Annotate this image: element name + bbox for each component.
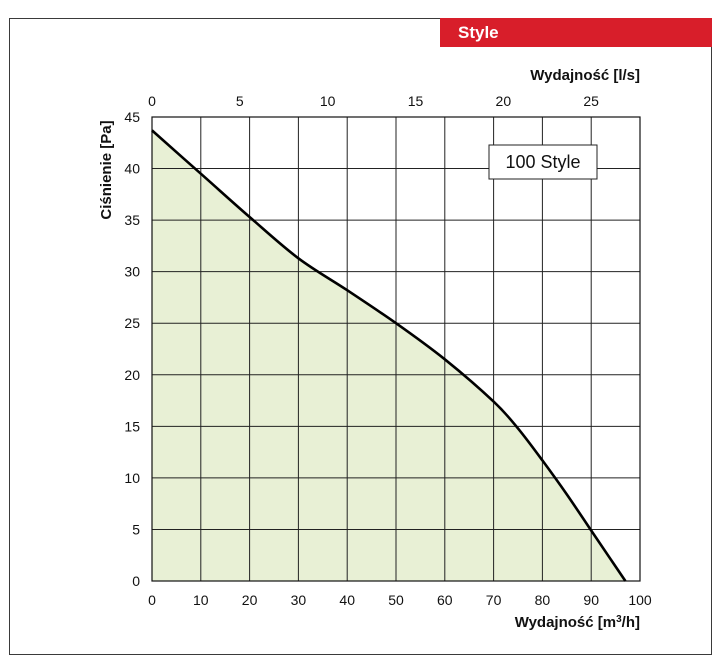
x-bottom-tick-label: 70 xyxy=(486,592,502,608)
x-top-tick-label: 25 xyxy=(583,93,599,109)
y-tick-label: 5 xyxy=(132,521,140,537)
y-axis-label: Ciśnienie [Pa] xyxy=(98,120,115,219)
x-axis-bottom-label: Wydajność [m3/h] xyxy=(515,614,640,632)
x-bottom-tick-label: 0 xyxy=(148,592,156,608)
legend-label: 100 Style xyxy=(505,152,580,172)
x-bottom-tick-label: 100 xyxy=(628,592,652,608)
curve-fill-area xyxy=(152,130,626,581)
y-tick-label: 45 xyxy=(124,109,140,125)
x-axis-top-label: Wydajność [l/s] xyxy=(530,67,640,84)
x-bottom-tick-label: 40 xyxy=(339,592,355,608)
x-top-tick-label: 15 xyxy=(408,93,424,109)
series-line-100-style xyxy=(151,129,627,582)
x-top-tick-label: 5 xyxy=(236,93,244,109)
x-top-tick-label: 0 xyxy=(148,93,156,109)
model-tag: Style xyxy=(440,18,712,47)
plot-area-border xyxy=(151,116,641,582)
y-tick-label: 15 xyxy=(124,418,140,434)
y-tick-label: 25 xyxy=(124,315,140,331)
x-bottom-tick-label: 50 xyxy=(388,592,404,608)
x-bottom-tick-label: 10 xyxy=(193,592,209,608)
legend-box: 100 Style xyxy=(488,144,598,180)
y-tick-label: 35 xyxy=(124,212,140,228)
x-bottom-tick-label: 80 xyxy=(535,592,551,608)
y-tick-label: 0 xyxy=(132,573,140,589)
x-top-tick-label: 20 xyxy=(496,93,512,109)
y-tick-label: 10 xyxy=(124,470,140,486)
x-top-tick-label: 10 xyxy=(320,93,336,109)
y-tick-label: 20 xyxy=(124,367,140,383)
x-bottom-tick-label: 90 xyxy=(583,592,599,608)
x-bottom-tick-label: 60 xyxy=(437,592,453,608)
x-bottom-tick-label: 20 xyxy=(242,592,258,608)
y-tick-label: 40 xyxy=(124,161,140,177)
x-bottom-tick-label: 30 xyxy=(291,592,307,608)
y-tick-label: 30 xyxy=(124,264,140,280)
